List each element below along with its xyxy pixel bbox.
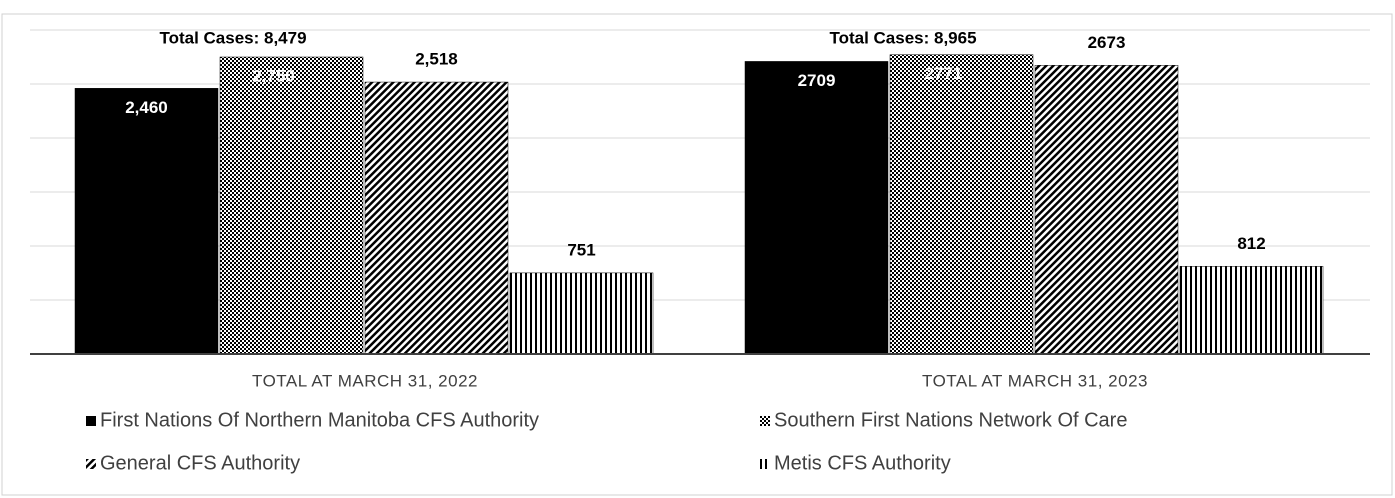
bar <box>74 88 219 355</box>
value-label: 2,518 <box>415 50 458 69</box>
annotation: Total Cases: 8,965 <box>829 28 976 47</box>
bar <box>744 61 889 355</box>
legend-label: Metis CFS Authority <box>774 452 951 474</box>
value-label: 2709 <box>798 71 836 90</box>
value-label: 812 <box>1237 234 1265 253</box>
bar <box>1034 65 1179 355</box>
bar <box>509 272 654 355</box>
legend-label: Southern First Nations Network Of Care <box>774 409 1127 431</box>
value-label: 751 <box>567 240 595 259</box>
bar <box>219 56 364 355</box>
x-tick-label: TOTAL AT MARCH 31, 2022 <box>252 371 478 390</box>
value-label: 2,460 <box>125 98 168 117</box>
bar <box>364 81 509 355</box>
value-label: 2673 <box>1088 33 1126 52</box>
x-tick-label: TOTAL AT MARCH 31, 2023 <box>922 371 1148 390</box>
chart-frame <box>1 13 1393 496</box>
legend-label: First Nations Of Northern Manitoba CFS A… <box>100 409 539 431</box>
legend-swatch <box>86 459 96 469</box>
legend-swatch <box>760 416 770 426</box>
annotation: Total Cases: 8,479 <box>159 28 306 47</box>
legend-swatch <box>760 459 770 469</box>
bar <box>1179 266 1324 355</box>
legend-swatch <box>86 416 96 426</box>
value-label: 2,750 <box>252 66 295 85</box>
legend-label: General CFS Authority <box>100 452 300 474</box>
bar <box>889 54 1034 355</box>
value-label: 2771 <box>925 64 963 83</box>
